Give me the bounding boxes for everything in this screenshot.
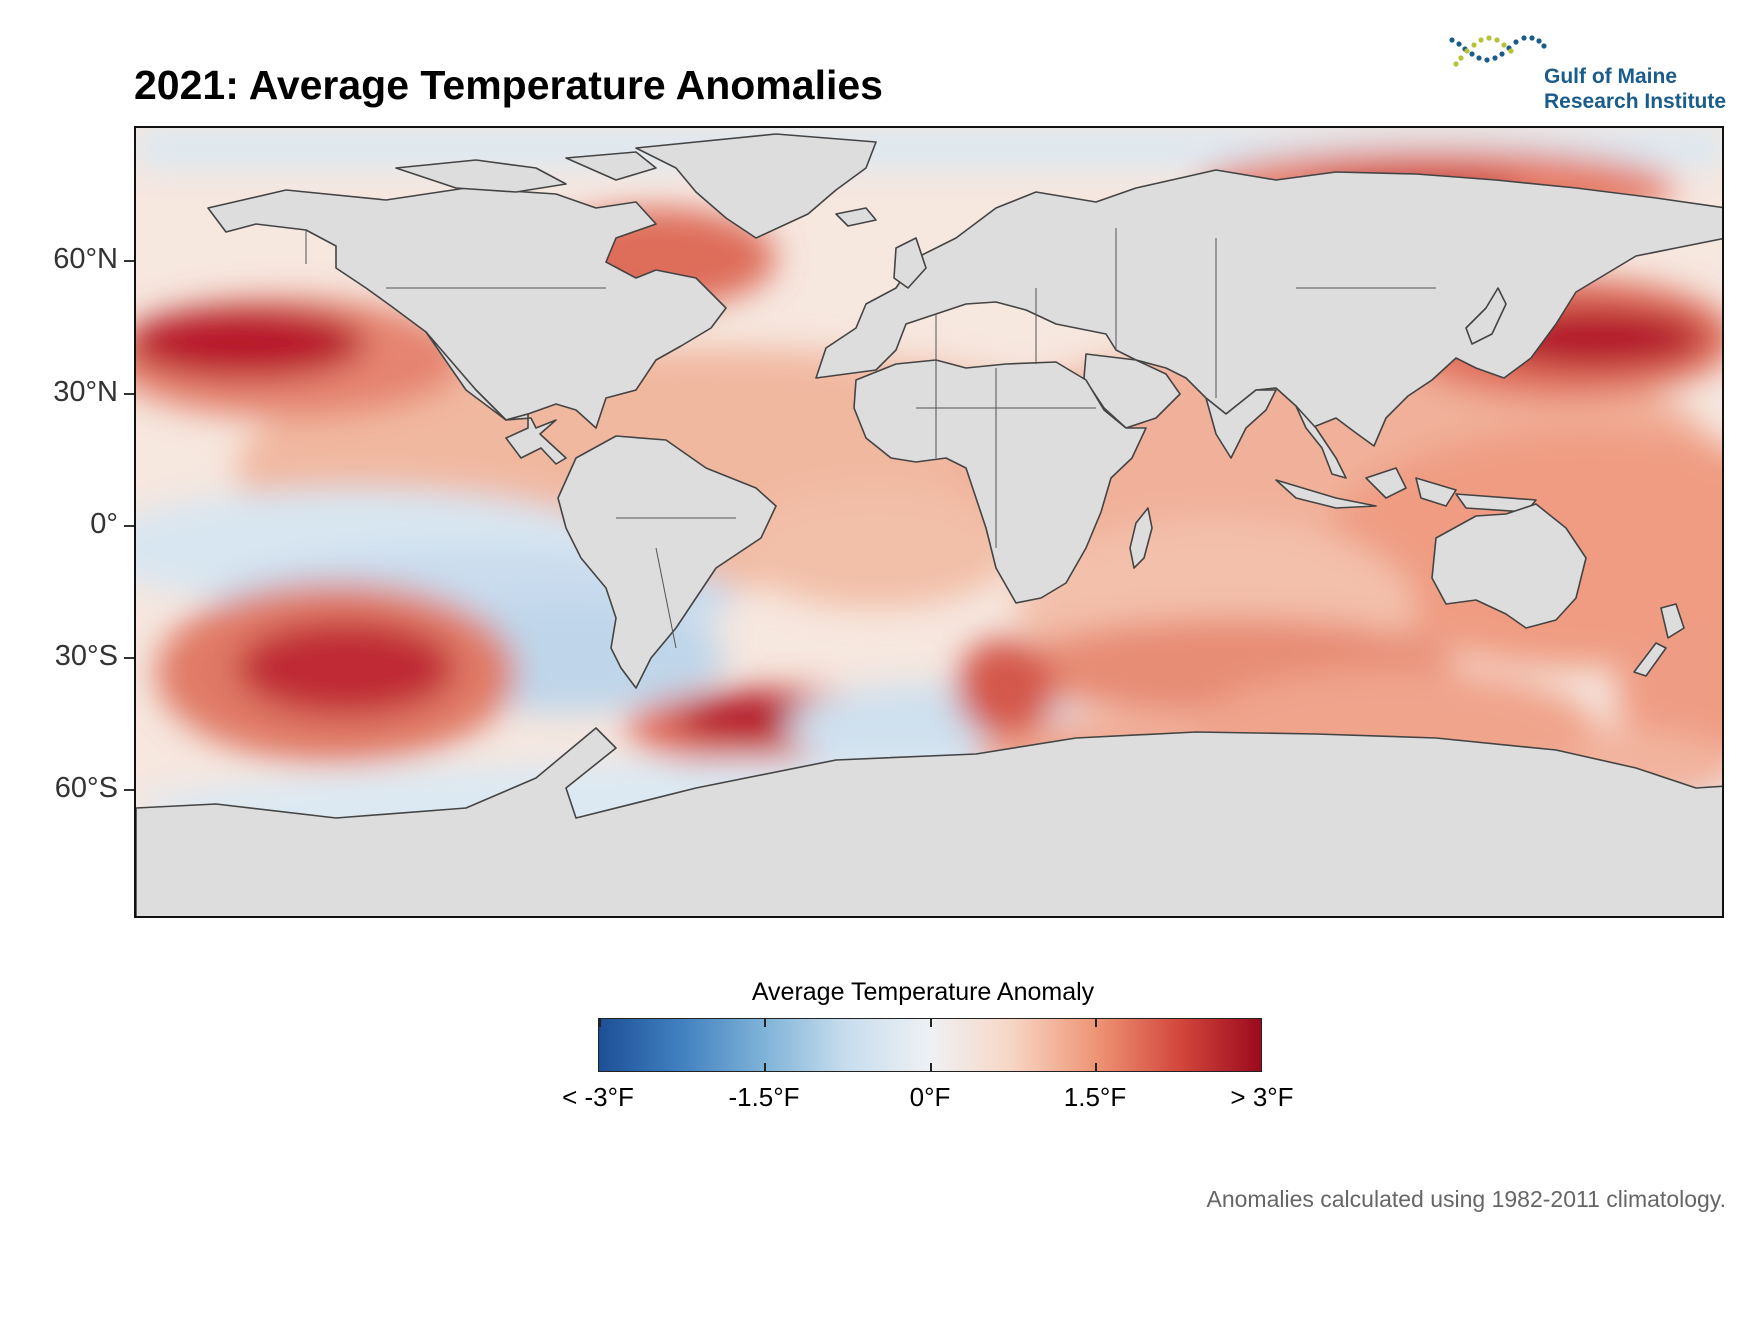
land-madagascar <box>1129 507 1153 569</box>
legend-label-neg: -1.5°F <box>728 1082 800 1112</box>
land-antarctica <box>136 727 1722 916</box>
country-borders <box>305 228 1436 649</box>
lat-tick-60s <box>124 789 134 791</box>
colorbar-tick <box>1095 1019 1097 1027</box>
colorbar-tick <box>764 1063 766 1071</box>
legend-label-max: > 3°F <box>1230 1082 1294 1112</box>
lat-tick-equator <box>124 525 134 527</box>
land-eurasia <box>815 169 1722 447</box>
anomaly-map-svg <box>136 128 1722 916</box>
colorbar-tick <box>599 1019 601 1027</box>
logo-text: Gulf of Maine Research Institute <box>1544 64 1726 114</box>
land-southeast-asia <box>1275 405 1537 513</box>
logo-dna-icon <box>1449 35 1547 67</box>
lat-label-60s: 60°S <box>54 772 118 804</box>
footnote: Anomalies calculated using 1982-2011 cli… <box>1206 1186 1726 1212</box>
legend-colorbar <box>598 1018 1262 1072</box>
lat-label-60n: 60°N <box>53 243 118 275</box>
land-australia <box>1431 503 1587 629</box>
colorbar-tick <box>930 1063 932 1071</box>
colorbar-tick <box>764 1019 766 1027</box>
legend-label-min: < -3°F <box>562 1082 634 1112</box>
legend-label-pos: 1.5°F <box>1063 1082 1127 1112</box>
land-new-zealand <box>1633 603 1685 677</box>
lat-tick-60n <box>124 260 134 262</box>
land-greenland <box>635 133 877 239</box>
gmri-logo: Gulf of Maine Research Institute <box>1448 28 1734 118</box>
colorbar-tick <box>1095 1063 1097 1071</box>
legend-label-zero: 0°F <box>909 1082 951 1112</box>
land-india <box>1205 389 1277 459</box>
land-arctic-islands <box>395 151 657 193</box>
land-uk <box>893 237 927 289</box>
lat-label-30s: 30°S <box>54 640 118 672</box>
land-africa <box>853 359 1147 604</box>
land-iceland <box>835 207 877 227</box>
colorbar-tick <box>930 1019 932 1027</box>
land-masses <box>136 133 1722 916</box>
land-south-america <box>557 435 777 689</box>
lat-tick-30s <box>124 657 134 659</box>
logo-line-1: Gulf of Maine <box>1544 65 1677 88</box>
land-north-america <box>207 187 727 429</box>
anomaly-map <box>134 126 1724 918</box>
legend-title: Average Temperature Anomaly <box>751 978 1095 1006</box>
lat-label-equator: 0° <box>90 508 118 540</box>
land-japan <box>1465 287 1507 345</box>
logo-line-2: Research Institute <box>1544 90 1727 113</box>
land-central-america <box>425 331 567 465</box>
lat-label-30n: 30°N <box>53 376 118 408</box>
lat-tick-30n <box>124 393 134 395</box>
map-title: 2021: Average Temperature Anomalies <box>134 62 883 108</box>
